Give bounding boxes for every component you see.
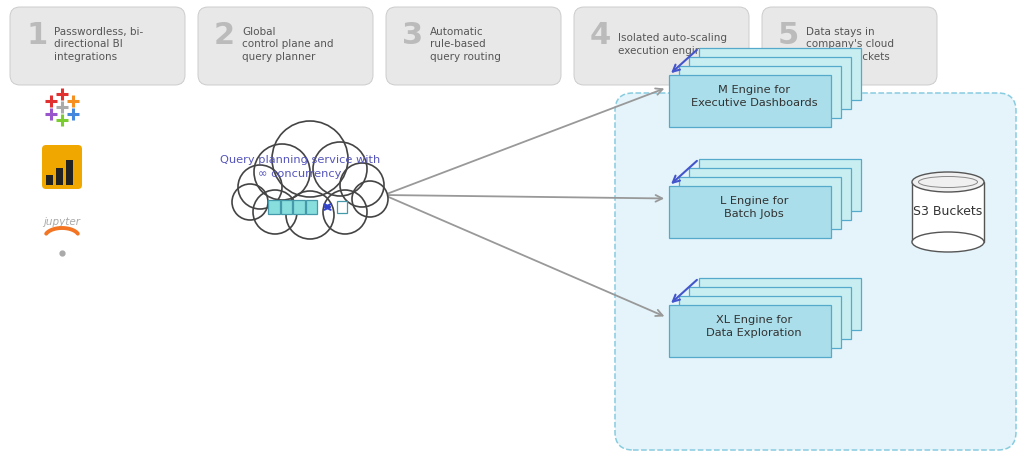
Text: Automatic
rule-based
query routing: Automatic rule-based query routing xyxy=(430,27,501,62)
Bar xyxy=(912,182,984,242)
Text: 3: 3 xyxy=(402,21,423,50)
FancyBboxPatch shape xyxy=(679,296,841,348)
Text: Query planning service with
∞ concurrency: Query planning service with ∞ concurrenc… xyxy=(220,155,380,179)
Circle shape xyxy=(232,184,268,220)
FancyBboxPatch shape xyxy=(10,7,185,85)
Ellipse shape xyxy=(912,232,984,252)
FancyBboxPatch shape xyxy=(669,305,831,357)
Ellipse shape xyxy=(912,172,984,192)
Text: jupyter: jupyter xyxy=(43,217,81,227)
FancyBboxPatch shape xyxy=(281,200,292,214)
Circle shape xyxy=(286,191,334,239)
FancyBboxPatch shape xyxy=(386,7,561,85)
FancyBboxPatch shape xyxy=(615,93,1016,450)
FancyBboxPatch shape xyxy=(679,66,841,118)
FancyBboxPatch shape xyxy=(689,57,851,109)
FancyBboxPatch shape xyxy=(574,7,749,85)
Text: XL Engine for
Data Exploration: XL Engine for Data Exploration xyxy=(707,315,802,338)
FancyBboxPatch shape xyxy=(293,200,304,214)
Circle shape xyxy=(253,190,297,234)
Text: Data stays in
company's cloud
storage buckets: Data stays in company's cloud storage bu… xyxy=(806,27,894,62)
FancyBboxPatch shape xyxy=(689,168,851,220)
Bar xyxy=(46,175,53,185)
FancyBboxPatch shape xyxy=(305,200,317,214)
Text: S3 Buckets: S3 Buckets xyxy=(913,206,983,218)
Text: 5: 5 xyxy=(778,21,800,50)
Text: L Engine for
Batch Jobs: L Engine for Batch Jobs xyxy=(720,196,788,219)
FancyBboxPatch shape xyxy=(198,7,373,85)
FancyBboxPatch shape xyxy=(679,177,841,229)
Circle shape xyxy=(340,163,384,207)
FancyBboxPatch shape xyxy=(699,278,861,330)
Text: Passwordless, bi-
directional BI
integrations: Passwordless, bi- directional BI integra… xyxy=(54,27,143,62)
Text: 1: 1 xyxy=(26,21,47,50)
Circle shape xyxy=(313,142,367,196)
Text: 4: 4 xyxy=(590,21,611,50)
Circle shape xyxy=(352,181,388,217)
Text: Isolated auto-scaling
execution engines: Isolated auto-scaling execution engines xyxy=(618,33,727,56)
FancyBboxPatch shape xyxy=(268,200,280,214)
FancyBboxPatch shape xyxy=(762,7,937,85)
FancyBboxPatch shape xyxy=(669,186,831,238)
Text: M Engine for
Executive Dashboards: M Engine for Executive Dashboards xyxy=(690,85,817,108)
Text: Global
control plane and
query planner: Global control plane and query planner xyxy=(242,27,334,62)
Text: 2: 2 xyxy=(214,21,236,50)
Bar xyxy=(56,168,63,185)
Circle shape xyxy=(238,165,282,209)
Circle shape xyxy=(254,144,310,200)
FancyBboxPatch shape xyxy=(689,287,851,339)
Circle shape xyxy=(323,190,367,234)
FancyBboxPatch shape xyxy=(337,201,347,213)
Bar xyxy=(66,160,73,185)
FancyBboxPatch shape xyxy=(699,159,861,211)
FancyBboxPatch shape xyxy=(699,48,861,100)
FancyBboxPatch shape xyxy=(42,145,82,189)
FancyBboxPatch shape xyxy=(669,75,831,127)
Circle shape xyxy=(272,121,348,197)
